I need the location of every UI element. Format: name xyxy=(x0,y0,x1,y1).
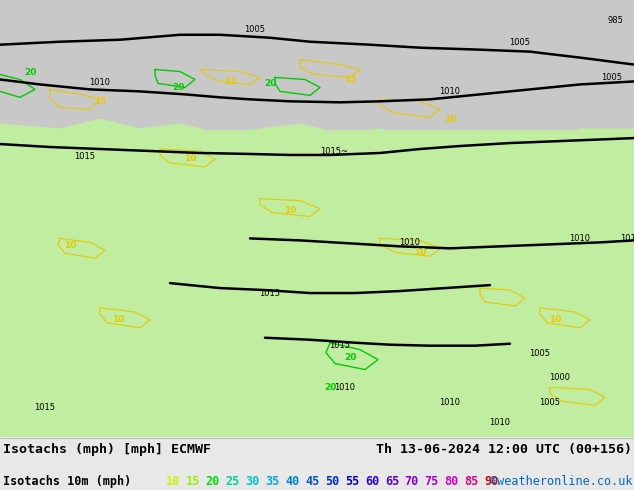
Text: 1005: 1005 xyxy=(540,398,560,407)
Text: 1010: 1010 xyxy=(439,398,460,407)
Text: 10: 10 xyxy=(444,115,456,123)
Bar xyxy=(0,60,634,437)
Text: 45: 45 xyxy=(305,475,320,488)
Text: 1015: 1015 xyxy=(259,289,280,298)
Text: 1005: 1005 xyxy=(602,74,623,82)
Text: 1010: 1010 xyxy=(569,234,590,244)
Text: 70: 70 xyxy=(404,475,419,488)
Text: 1010: 1010 xyxy=(439,87,460,97)
Text: 20: 20 xyxy=(172,83,184,92)
Text: 15: 15 xyxy=(344,75,356,84)
Text: 10: 10 xyxy=(414,248,426,257)
Text: 10: 10 xyxy=(112,316,124,324)
Text: 10: 10 xyxy=(184,154,196,164)
Text: 15: 15 xyxy=(186,475,200,488)
Text: 60: 60 xyxy=(365,475,379,488)
Text: 15: 15 xyxy=(94,97,107,106)
Text: 1005: 1005 xyxy=(529,348,550,358)
Text: 75: 75 xyxy=(425,475,439,488)
Text: 1010: 1010 xyxy=(399,238,420,247)
Text: 90: 90 xyxy=(484,475,498,488)
Text: 1005: 1005 xyxy=(245,25,266,34)
Text: 30: 30 xyxy=(245,475,260,488)
Text: 1010: 1010 xyxy=(335,383,356,392)
Text: Isotachs (mph) [mph] ECMWF: Isotachs (mph) [mph] ECMWF xyxy=(3,443,211,456)
Text: 1010: 1010 xyxy=(620,234,634,244)
Text: 10: 10 xyxy=(284,206,296,215)
Polygon shape xyxy=(0,119,634,437)
Text: 15: 15 xyxy=(224,77,236,86)
Text: 55: 55 xyxy=(345,475,359,488)
Text: 985: 985 xyxy=(607,16,623,25)
Text: 1010: 1010 xyxy=(489,418,510,427)
Text: 1000: 1000 xyxy=(550,373,571,382)
Text: 20: 20 xyxy=(206,475,220,488)
Text: 1010: 1010 xyxy=(89,78,110,87)
Text: 40: 40 xyxy=(285,475,300,488)
Text: 50: 50 xyxy=(325,475,339,488)
Text: 80: 80 xyxy=(444,475,458,488)
Text: 10: 10 xyxy=(64,241,76,250)
Text: 10: 10 xyxy=(549,316,561,324)
Text: 10: 10 xyxy=(166,475,180,488)
Text: 35: 35 xyxy=(266,475,280,488)
Text: 1015: 1015 xyxy=(34,403,56,412)
Text: Isotachs 10m (mph): Isotachs 10m (mph) xyxy=(3,475,131,488)
Text: 20: 20 xyxy=(264,79,276,88)
Text: 1015: 1015 xyxy=(75,152,96,161)
Text: Th 13-06-2024 12:00 UTC (00+156): Th 13-06-2024 12:00 UTC (00+156) xyxy=(376,443,632,456)
Text: 25: 25 xyxy=(226,475,240,488)
Bar xyxy=(0,0,634,129)
Text: 20: 20 xyxy=(24,68,36,77)
Text: 20: 20 xyxy=(324,383,336,392)
Text: 1005: 1005 xyxy=(510,38,531,47)
Text: 1015: 1015 xyxy=(330,341,351,350)
Text: ©weatheronline.co.uk: ©weatheronline.co.uk xyxy=(489,475,632,488)
Text: 20: 20 xyxy=(344,353,356,362)
Text: 1015~: 1015~ xyxy=(320,147,348,156)
Text: 85: 85 xyxy=(464,475,479,488)
Text: 65: 65 xyxy=(385,475,399,488)
